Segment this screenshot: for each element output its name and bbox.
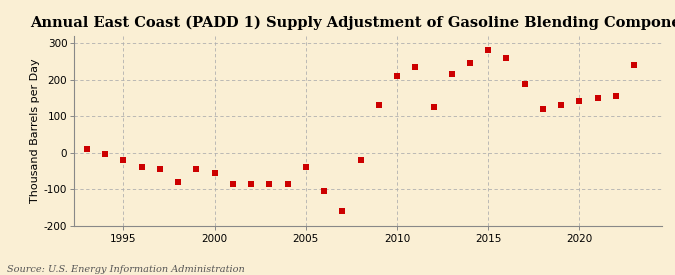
Point	[173, 180, 184, 184]
Y-axis label: Thousand Barrels per Day: Thousand Barrels per Day	[30, 58, 40, 203]
Point	[610, 94, 621, 98]
Point	[282, 181, 293, 186]
Point	[556, 103, 566, 107]
Point	[300, 165, 311, 169]
Point	[483, 48, 493, 53]
Point	[118, 158, 129, 162]
Point	[355, 158, 366, 162]
Title: Annual East Coast (PADD 1) Supply Adjustment of Gasoline Blending Components: Annual East Coast (PADD 1) Supply Adjust…	[30, 16, 675, 31]
Point	[227, 181, 238, 186]
Point	[246, 181, 256, 186]
Point	[392, 74, 402, 78]
Point	[501, 56, 512, 60]
Point	[446, 72, 457, 76]
Point	[373, 103, 384, 107]
Text: Source: U.S. Energy Information Administration: Source: U.S. Energy Information Administ…	[7, 265, 244, 274]
Point	[537, 106, 548, 111]
Point	[319, 189, 329, 193]
Point	[209, 170, 220, 175]
Point	[628, 63, 639, 67]
Point	[410, 65, 421, 69]
Point	[428, 105, 439, 109]
Point	[100, 152, 111, 156]
Point	[592, 96, 603, 100]
Point	[264, 181, 275, 186]
Point	[155, 167, 165, 171]
Point	[464, 61, 475, 65]
Point	[82, 147, 92, 151]
Point	[136, 165, 147, 169]
Point	[337, 209, 348, 213]
Point	[574, 99, 585, 104]
Point	[191, 167, 202, 171]
Point	[519, 82, 530, 86]
